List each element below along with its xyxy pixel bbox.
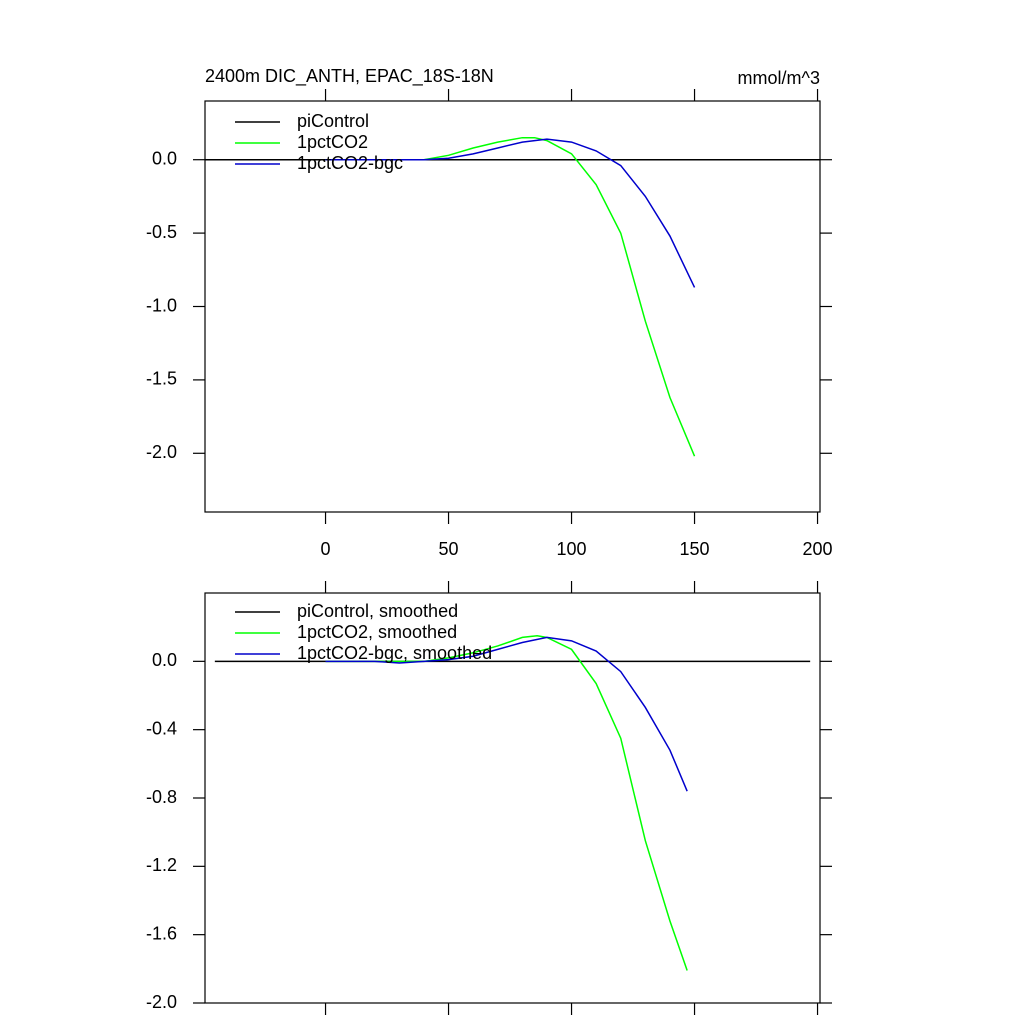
x-tick-label: 150 <box>680 539 710 559</box>
legend-label: 1pctCO2 <box>297 132 368 152</box>
y-tick-label: -0.8 <box>146 787 177 807</box>
legend-label: piControl <box>297 111 369 131</box>
series-line <box>325 636 688 792</box>
y-tick-label: -1.6 <box>146 923 177 943</box>
y-tick-label: -1.0 <box>146 295 177 315</box>
y-tick-label: -2.0 <box>146 992 177 1012</box>
series-line <box>325 138 696 288</box>
legend-label: 1pctCO2-bgc <box>297 153 403 173</box>
y-tick-label: 0.0 <box>152 148 177 168</box>
series-line <box>325 136 696 457</box>
y-tick-label: -0.5 <box>146 222 177 242</box>
y-tick-label: -1.2 <box>146 855 177 875</box>
x-tick-label: 100 <box>557 539 587 559</box>
y-tick-label: -2.0 <box>146 442 177 462</box>
x-tick-label: 0 <box>321 539 331 559</box>
legend-label: piControl, smoothed <box>297 601 458 621</box>
y-tick-label: -1.5 <box>146 369 177 389</box>
x-tick-label: 200 <box>803 539 833 559</box>
x-tick-label: 50 <box>439 539 459 559</box>
legend-label: 1pctCO2-bgc, smoothed <box>297 643 492 663</box>
chart-title: 2400m DIC_ANTH, EPAC_18S-18N <box>205 66 494 87</box>
y-tick-label: -0.4 <box>146 718 177 738</box>
y-tick-label: 0.0 <box>152 650 177 670</box>
units-label: mmol/m^3 <box>738 68 820 88</box>
series-line <box>325 634 688 971</box>
legend-label: 1pctCO2, smoothed <box>297 622 457 642</box>
